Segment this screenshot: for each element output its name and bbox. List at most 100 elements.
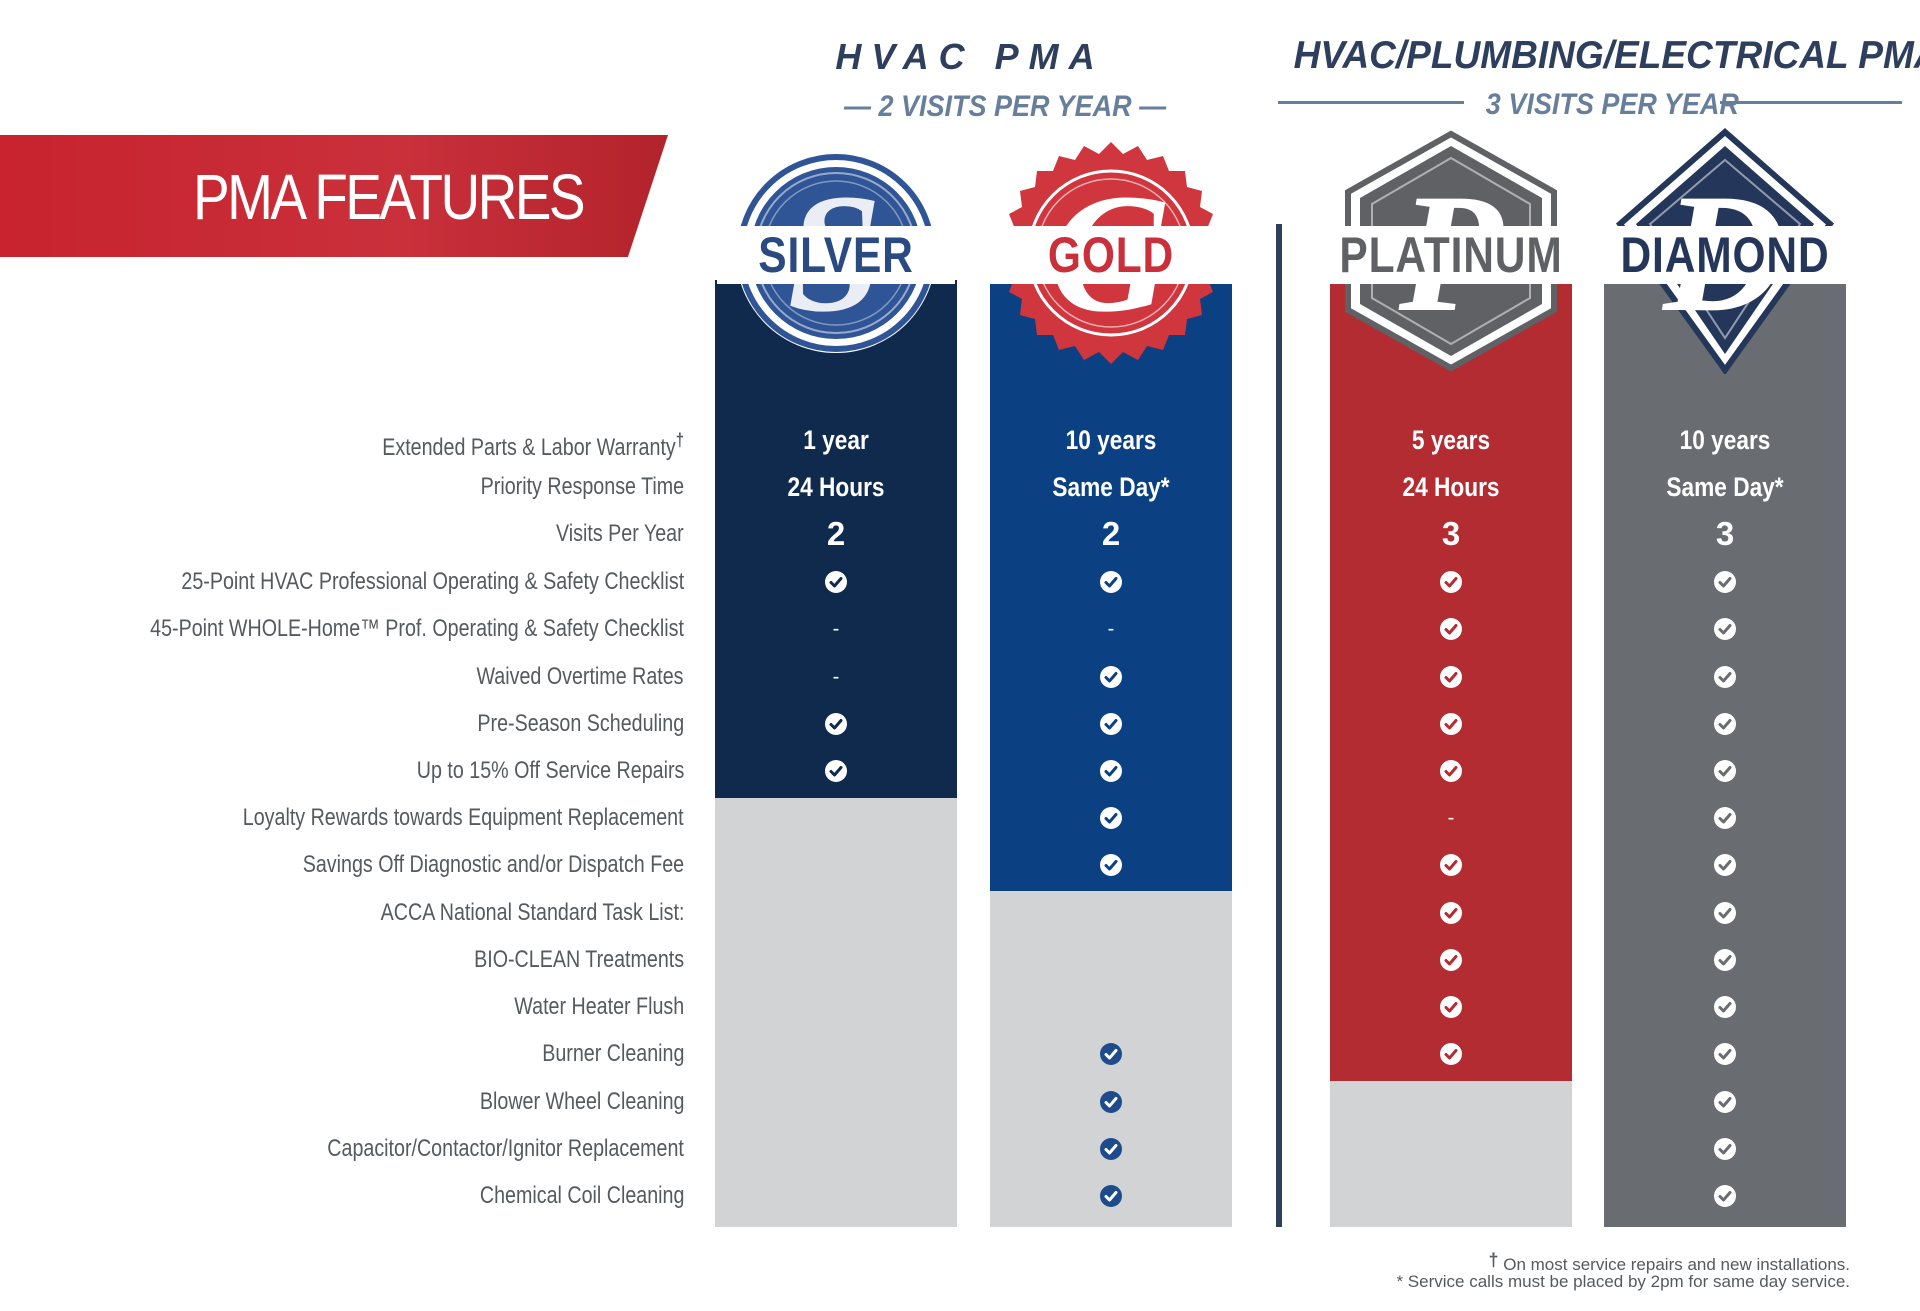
feature-label: ACCA National Standard Task List: xyxy=(380,899,684,927)
gold-badge-name: GOLD xyxy=(1047,227,1175,283)
feature-label: Waived Overtime Rates xyxy=(477,663,684,691)
hpe-pma-title: HVAC/PLUMBING/ELECTRICAL PMA xyxy=(1293,34,1920,77)
silver-badge-ribbon xyxy=(717,226,955,284)
hvac-pma-title: HVAC PMA xyxy=(835,36,1105,77)
feature-label: 45-Point WHOLE-Home™ Prof. Operating & S… xyxy=(150,615,684,643)
feature-label: Chemical Coil Cleaning xyxy=(479,1182,684,1210)
check-icon xyxy=(1440,666,1462,688)
footnote-dagger-text: On most service repairs and new installa… xyxy=(1503,1255,1850,1274)
check-icon xyxy=(1100,666,1122,688)
feature-label-text: Blower Wheel Cleaning xyxy=(479,1088,684,1115)
check-icon xyxy=(1440,902,1462,924)
feature-label-text: Burner Cleaning xyxy=(541,1040,684,1067)
plan-cell-diamond: 10 years xyxy=(1679,425,1771,455)
feature-label: Burner Cleaning xyxy=(542,1040,684,1068)
feature-label-mark: † xyxy=(675,430,684,450)
check-icon xyxy=(1714,1185,1736,1207)
footnote-asterisk: * Service calls must be placed by 2pm fo… xyxy=(1396,1272,1850,1291)
feature-label: Up to 15% Off Service Repairs xyxy=(416,757,684,785)
check-icon xyxy=(1440,571,1462,593)
check-icon xyxy=(825,760,847,782)
silver-badge-name: SILVER xyxy=(758,227,914,283)
feature-label: Extended Parts & Labor Warranty† xyxy=(382,426,684,462)
feature-label: Blower Wheel Cleaning xyxy=(479,1088,684,1116)
plan-cell-platinum: 5 years xyxy=(1411,425,1491,455)
silver-column-fill xyxy=(715,280,957,798)
banner-title: PMA FEATURES xyxy=(193,161,586,233)
check-icon xyxy=(1714,666,1736,688)
check-icon xyxy=(1714,996,1736,1018)
feature-label: 25-Point HVAC Professional Operating & S… xyxy=(181,568,684,596)
plan-cell-gold: 10 years xyxy=(1065,425,1157,455)
gold-badge-ribbon xyxy=(990,226,1232,284)
check-icon xyxy=(825,571,847,593)
hpe-rule-left xyxy=(1278,101,1464,104)
check-icon xyxy=(1714,807,1736,829)
check-icon xyxy=(1440,854,1462,876)
check-icon xyxy=(1440,713,1462,735)
feature-label-text: Extended Parts & Labor Warranty xyxy=(382,434,676,461)
check-icon xyxy=(1714,1091,1736,1113)
feature-label-text: 25-Point HVAC Professional Operating & S… xyxy=(181,568,684,595)
check-icon xyxy=(825,713,847,735)
footnote-dagger: † On most service repairs and new instal… xyxy=(1488,1250,1850,1275)
feature-label: Pre-Season Scheduling xyxy=(477,710,684,738)
check-icon xyxy=(1100,1138,1122,1160)
check-icon xyxy=(1714,902,1736,924)
check-icon xyxy=(1714,1138,1736,1160)
feature-label-text: Water Heater Flush xyxy=(514,993,684,1020)
silver-column-empty xyxy=(715,798,957,1227)
plan-cell-gold: 2 xyxy=(1101,515,1121,552)
feature-label-text: Priority Response Time xyxy=(480,473,684,500)
feature-label-text: Savings Off Diagnostic and/or Dispatch F… xyxy=(302,851,684,878)
check-icon xyxy=(1440,618,1462,640)
platinum-column-empty xyxy=(1330,1081,1572,1227)
feature-label-text: Waived Overtime Rates xyxy=(476,663,684,690)
feature-label-text: 45-Point WHOLE-Home™ Prof. Operating & S… xyxy=(150,615,684,642)
plan-cell-silver: 1 year xyxy=(803,425,869,455)
plan-cell-gold: - xyxy=(1107,618,1115,640)
diamond-badge-name: DIAMOND xyxy=(1620,227,1830,283)
feature-label-text: BIO-CLEAN Treatments xyxy=(474,946,684,973)
check-icon xyxy=(1100,1043,1122,1065)
group-divider xyxy=(1276,224,1282,1227)
feature-label: Water Heater Flush xyxy=(514,993,684,1021)
feature-label-text: Visits Per Year xyxy=(556,520,684,547)
feature-label-text: Pre-Season Scheduling xyxy=(477,710,684,737)
check-icon xyxy=(1714,949,1736,971)
check-icon xyxy=(1100,760,1122,782)
check-icon xyxy=(1714,618,1736,640)
feature-label: Priority Response Time xyxy=(481,473,684,501)
check-icon xyxy=(1100,807,1122,829)
plan-cell-diamond: Same Day* xyxy=(1666,472,1784,502)
check-icon xyxy=(1714,571,1736,593)
check-icon xyxy=(1100,1091,1122,1113)
check-icon xyxy=(1440,996,1462,1018)
feature-label: Capacitor/Contactor/Ignitor Replacement xyxy=(327,1135,684,1163)
plan-cell-silver: - xyxy=(832,666,840,688)
feature-label-text: Loyalty Rewards towards Equipment Replac… xyxy=(243,804,684,831)
plan-cell-platinum: - xyxy=(1447,807,1455,829)
feature-label: Visits Per Year xyxy=(556,520,684,548)
feature-label: Savings Off Diagnostic and/or Dispatch F… xyxy=(303,851,684,879)
check-icon xyxy=(1100,713,1122,735)
check-icon xyxy=(1100,571,1122,593)
check-icon xyxy=(1714,713,1736,735)
check-icon xyxy=(1100,854,1122,876)
check-icon xyxy=(1440,1043,1462,1065)
check-icon xyxy=(1714,854,1736,876)
plan-cell-platinum: 3 xyxy=(1441,515,1461,552)
check-icon xyxy=(1714,760,1736,782)
feature-label-text: Up to 15% Off Service Repairs xyxy=(416,757,684,784)
plan-cell-silver: - xyxy=(832,618,840,640)
features-banner xyxy=(0,135,668,257)
footnote-dagger-mark: † xyxy=(1488,1250,1499,1270)
check-icon xyxy=(1440,949,1462,971)
feature-label-text: Capacitor/Contactor/Ignitor Replacement xyxy=(327,1135,684,1162)
feature-label: Loyalty Rewards towards Equipment Replac… xyxy=(243,804,684,832)
hpe-rule-right xyxy=(1720,101,1902,104)
plan-cell-gold: Same Day* xyxy=(1052,472,1170,502)
feature-label-text: ACCA National Standard Task List: xyxy=(380,899,684,926)
plan-cell-platinum: 24 Hours xyxy=(1402,472,1500,502)
platinum-badge-ribbon xyxy=(1330,226,1572,284)
